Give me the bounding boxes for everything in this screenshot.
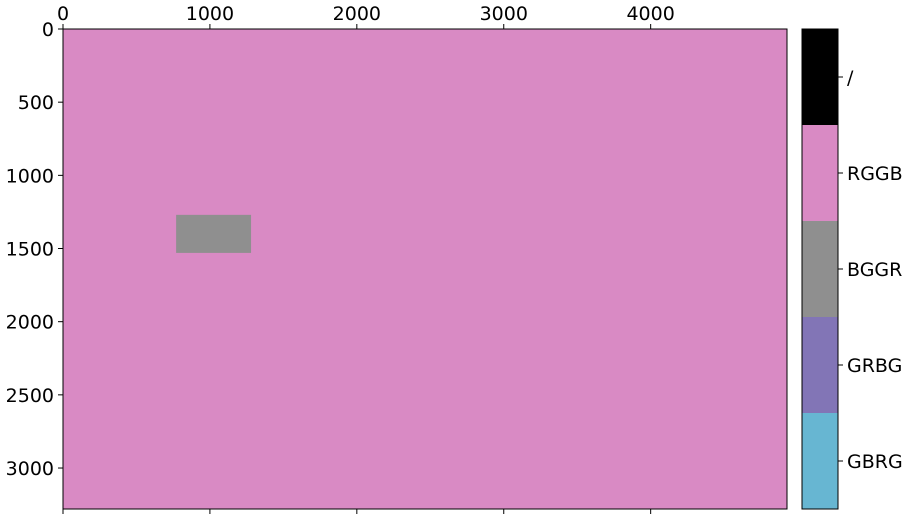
colorbar: GBRG GRBG BGGR RGGB / [801, 28, 903, 510]
colorbar-segment-bggr [802, 221, 838, 317]
y-tick-label: 1000 [6, 165, 54, 187]
colorbar-segment-grbg [802, 317, 838, 413]
x-tick-label: 4000 [626, 3, 674, 25]
plot-frame [62, 28, 788, 510]
plot-area [63, 29, 787, 509]
colorbar-segment-gbrg [802, 413, 838, 509]
colorbar-frame [801, 28, 839, 510]
y-axis: 0 500 1000 1500 2000 2500 3000 [6, 19, 63, 480]
x-tick-label: 3000 [480, 3, 528, 25]
colorbar-label: GRBG [847, 355, 902, 377]
y-tick-label: 2500 [6, 385, 54, 407]
colorbar-segment-none [802, 29, 838, 125]
y-tick-label: 500 [18, 92, 54, 114]
heatmap-region-bggr [176, 214, 252, 253]
colorbar-segment-rggb [802, 125, 838, 221]
colorbar-label: / [847, 67, 854, 89]
x-tick-label: 1000 [186, 3, 234, 25]
y-tick-label: 3000 [6, 458, 54, 480]
x-axis: 0 1000 2000 3000 4000 [57, 3, 675, 514]
colorbar-label: GBRG [847, 451, 903, 473]
colorbar-label: BGGR [847, 259, 902, 281]
colorbar-label: RGGB [847, 163, 903, 185]
y-tick-label: 2000 [6, 312, 54, 334]
y-tick-label: 1500 [6, 239, 54, 261]
x-tick-label: 0 [57, 3, 69, 25]
x-tick-label: 2000 [333, 3, 381, 25]
heatmap-regions [176, 214, 252, 253]
heatmap-background [63, 29, 787, 509]
y-tick-label: 0 [42, 19, 54, 41]
